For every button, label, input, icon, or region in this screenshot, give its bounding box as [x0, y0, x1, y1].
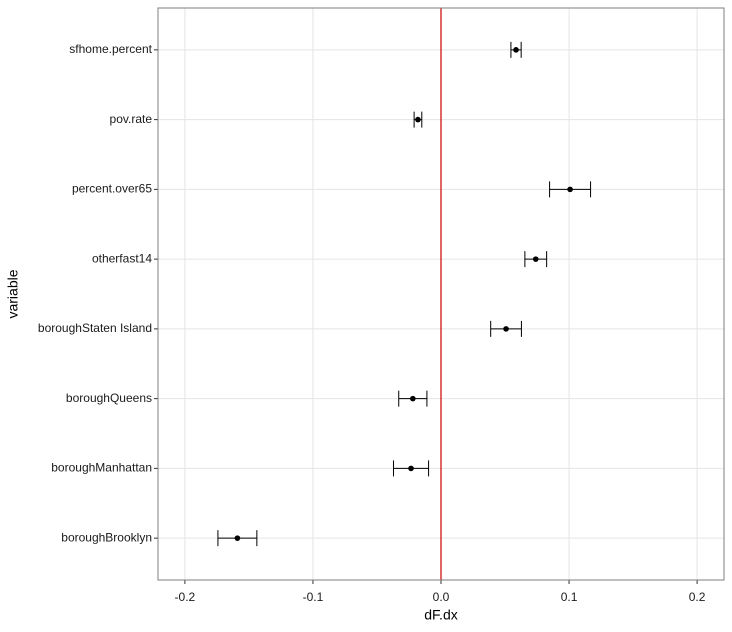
- point: [513, 47, 519, 53]
- y-tick-label: boroughManhattan: [51, 461, 152, 475]
- x-axis-title: dF.dx: [424, 607, 457, 623]
- y-tick-label: sfhome.percent: [69, 42, 152, 56]
- point: [503, 326, 509, 332]
- y-tick-label: pov.rate: [110, 112, 153, 126]
- x-tick-label: -0.1: [303, 590, 324, 604]
- y-tick-label: boroughQueens: [66, 391, 152, 405]
- y-tick-label: boroughStaten Island: [38, 321, 152, 335]
- panel-border: [157, 7, 725, 581]
- point: [234, 535, 241, 541]
- y-axis-title: variable: [5, 269, 21, 318]
- y-tick-label: boroughBrooklyn: [61, 530, 152, 544]
- point: [410, 395, 416, 402]
- x-tick-label: 0.0: [433, 590, 450, 604]
- point: [567, 186, 573, 193]
- point: [532, 256, 539, 262]
- x-tick-label: 0.1: [561, 590, 578, 604]
- point: [408, 465, 414, 472]
- y-tick-label: otherfast14: [92, 251, 152, 265]
- x-tick-label: 0.2: [689, 590, 706, 604]
- point: [415, 116, 421, 123]
- y-tick-label: percent.over65: [72, 182, 152, 196]
- x-tick-label: -0.2: [175, 590, 196, 604]
